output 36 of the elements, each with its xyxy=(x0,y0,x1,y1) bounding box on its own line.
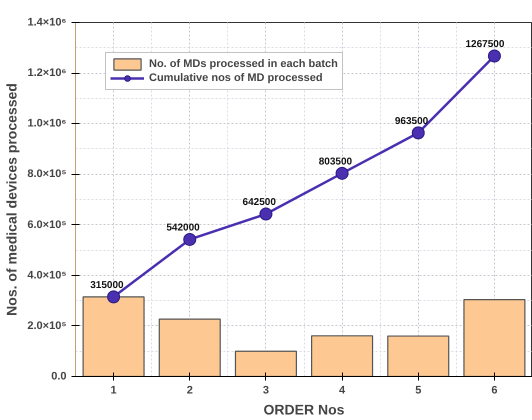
legend-label: No. of MDs processed in each batch xyxy=(149,57,338,71)
y-tick-label: 1.0×10⁶ xyxy=(27,118,66,130)
y-tick-label: 1.2×10⁶ xyxy=(27,67,66,80)
bar xyxy=(311,335,374,376)
x-tick-label: 2 xyxy=(186,384,193,396)
data-label: 1267500 xyxy=(465,39,505,50)
x-tick-label: 5 xyxy=(415,384,422,396)
point xyxy=(488,50,501,62)
legend-label: Cumulative nos of MD processed xyxy=(149,71,323,85)
point xyxy=(107,290,120,304)
y-tick-label: 2.0×10⁵ xyxy=(27,320,67,332)
bar xyxy=(82,296,145,376)
y-tick-label: 8.0×10⁵ xyxy=(27,168,67,180)
x-tick-label: 3 xyxy=(262,384,269,396)
point xyxy=(259,208,272,221)
data-label: 315000 xyxy=(90,280,124,291)
data-label: 542000 xyxy=(166,222,200,234)
y-axis-title: Nos. of medical devices processed xyxy=(3,83,20,316)
data-label: 803500 xyxy=(318,156,353,168)
point xyxy=(183,232,196,246)
x-axis-title: ORDER Nos xyxy=(264,402,345,418)
x-tick-label: 6 xyxy=(491,384,498,396)
point xyxy=(412,126,425,140)
y-tick-label: 6.0×10⁵ xyxy=(27,218,67,231)
bar xyxy=(387,335,450,376)
bar xyxy=(234,350,297,376)
data-label: 642500 xyxy=(242,197,276,208)
point xyxy=(336,166,349,180)
x-tick-label: 4 xyxy=(339,384,346,396)
y-tick-label: 4.0×10⁵ xyxy=(27,269,67,282)
bar xyxy=(158,318,221,376)
bar xyxy=(463,299,526,376)
data-label: 963500 xyxy=(394,116,429,127)
y-tick-label: 0.0 xyxy=(51,370,67,382)
x-tick-label: 1 xyxy=(110,384,117,396)
y-tick-label: 1.4×10⁶ xyxy=(27,16,66,28)
